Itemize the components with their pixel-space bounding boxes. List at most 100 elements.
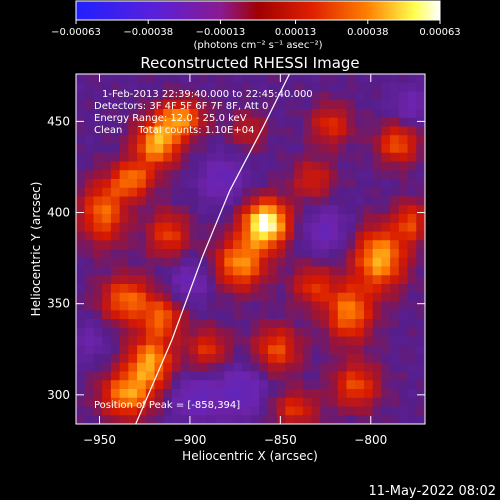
heatmap-cell — [372, 82, 382, 92]
heatmap-cell — [189, 205, 199, 215]
heatmap-cell — [355, 74, 365, 84]
heatmap-cell — [346, 301, 356, 311]
heatmap-cell — [398, 205, 408, 215]
colorbar-tick-label: 0.00013 — [275, 27, 316, 38]
heatmap-cell — [381, 82, 391, 92]
heatmap-cell — [276, 100, 286, 110]
heatmap-cell — [215, 82, 225, 92]
heatmap-cell — [76, 327, 86, 337]
heatmap-cell — [285, 345, 295, 355]
heatmap-cell — [241, 345, 251, 355]
heatmap-cell — [154, 336, 164, 346]
heatmap-cell — [276, 152, 286, 162]
heatmap-cell — [285, 397, 295, 407]
heatmap-cell — [154, 319, 164, 329]
heatmap-cell — [337, 144, 347, 154]
heatmap-cell — [224, 161, 234, 171]
heatmap-cell — [346, 319, 356, 329]
heatmap-cell — [407, 161, 417, 171]
heatmap-cell — [363, 152, 374, 162]
heatmap-cell — [355, 91, 365, 101]
heatmap-cell — [241, 179, 251, 189]
heatmap-cell — [398, 406, 408, 416]
heatmap-cell — [189, 397, 199, 407]
heatmap-cell — [250, 126, 260, 136]
colorbar-gradient — [75, 0, 441, 21]
heatmap-cell — [241, 380, 251, 390]
heatmap-cell — [180, 205, 190, 215]
colorbar-ticks: −0.00063 −0.00038 −0.00013 0.00013 0.00038 0.… — [51, 20, 461, 38]
heatmap-cell — [128, 205, 138, 215]
heatmap-cell — [329, 345, 339, 355]
heatmap-cell — [294, 179, 304, 189]
heatmap-cell — [233, 380, 243, 390]
heatmap-cell — [337, 354, 347, 364]
heatmap-cell — [163, 371, 173, 381]
heatmap-cell — [398, 179, 408, 189]
heatmap-cell — [346, 406, 356, 416]
heatmap-cell — [206, 144, 217, 154]
heatmap-cell — [180, 319, 190, 329]
heatmap-cell — [302, 214, 312, 224]
heatmap-cell — [302, 327, 312, 337]
heatmap-cell — [407, 406, 417, 416]
heatmap-cell — [163, 196, 173, 206]
heatmap-cell — [311, 336, 321, 346]
heatmap-cell — [189, 187, 199, 197]
heatmap-cell — [250, 135, 260, 145]
heatmap-cell — [390, 91, 400, 101]
heatmap-cell — [233, 371, 243, 381]
heatmap-cell — [137, 179, 147, 189]
heatmap-cell — [119, 214, 129, 224]
heatmap-cell — [329, 257, 339, 267]
heatmap-cell — [241, 100, 251, 110]
heatmap-cell — [110, 249, 121, 259]
heatmap-cell — [119, 82, 129, 92]
heatmap-cell — [76, 179, 86, 189]
heatmap-cell — [416, 240, 425, 250]
heatmap-cell — [337, 109, 347, 119]
heatmap-cell — [346, 354, 356, 364]
heatmap-cell — [276, 161, 286, 171]
heatmap-cell — [224, 345, 234, 355]
heatmap-cell — [398, 415, 408, 424]
heatmap-cell — [320, 161, 330, 171]
heatmap-cell — [102, 371, 112, 381]
heatmap-cell — [363, 336, 374, 346]
heatmap-cell — [171, 249, 182, 259]
heatmap-cell — [215, 415, 225, 424]
heatmap-cell — [346, 222, 356, 232]
heatmap-cell — [337, 214, 347, 224]
heatmap-cell — [320, 345, 330, 355]
heatmap-cell — [250, 196, 260, 206]
heatmap-cell — [119, 91, 129, 101]
heatmap-cell — [363, 266, 374, 276]
heatmap-cell — [241, 397, 251, 407]
heatmap-cell — [206, 214, 217, 224]
heatmap-cell — [398, 389, 408, 399]
heatmap-cell — [267, 135, 278, 145]
heatmap-cell — [276, 135, 286, 145]
heatmap-cell — [119, 196, 129, 206]
heatmap-cell — [259, 310, 269, 320]
heatmap-cell — [267, 74, 278, 84]
heatmap-cell — [337, 135, 347, 145]
heatmap-cell — [407, 100, 417, 110]
heatmap-cell — [250, 100, 260, 110]
heatmap-cell — [206, 319, 217, 329]
heatmap-cell — [145, 126, 155, 136]
heatmap-cell — [372, 406, 382, 416]
heatmap-cell — [154, 117, 164, 127]
heatmap-cell — [206, 257, 217, 267]
heatmap-cell — [372, 345, 382, 355]
heatmap-cell — [355, 109, 365, 119]
heatmap-cell — [145, 117, 155, 127]
heatmap-cell — [215, 301, 225, 311]
annotation-time-range: 1‑Feb‑2013 22:39:40.000 to 22:45:40.000 — [102, 89, 313, 100]
heatmap-cell — [294, 117, 304, 127]
heatmap-cell — [267, 389, 278, 399]
heatmap-cell — [171, 117, 182, 127]
heatmap-cell — [259, 380, 269, 390]
heatmap-cell — [250, 397, 260, 407]
heatmap-cell — [76, 109, 86, 119]
